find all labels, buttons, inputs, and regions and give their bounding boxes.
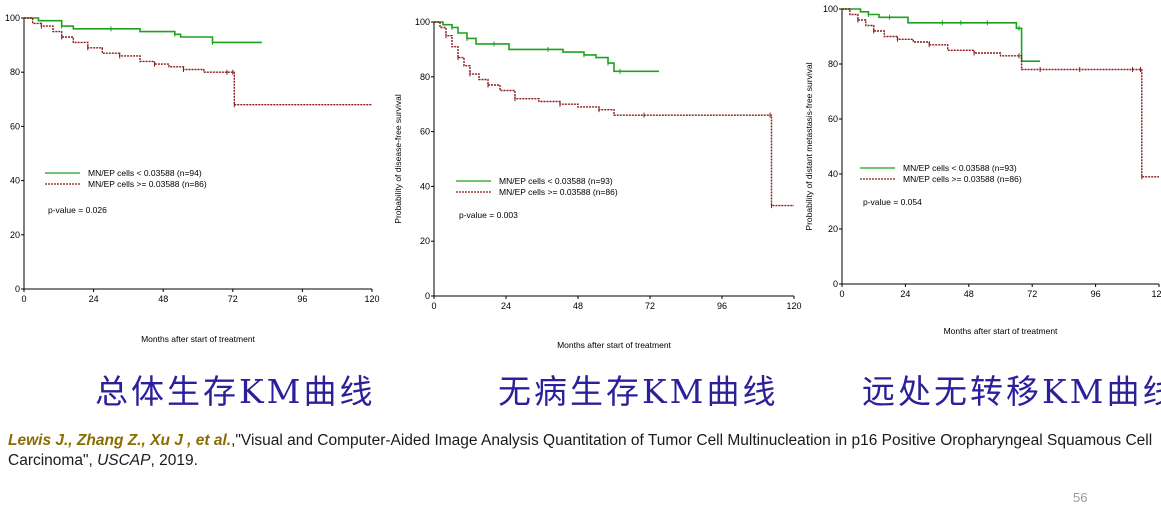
x-tick-label: 72 (228, 294, 238, 304)
x-tick-label: 24 (900, 289, 910, 299)
y-tick-label: 0 (833, 279, 838, 289)
km-panel-disease-free: 0 20 40 60 80 100 0 24 48 72 96 120 Months after sta… (390, 0, 802, 360)
p-value-label: p-value = 0.003 (459, 210, 518, 220)
x-tick-label: 48 (158, 294, 168, 304)
km-chart-distant-metastasis-free-survival: 0 20 40 60 80 100 0 24 48 72 96 120 Months after sta… (804, 4, 1161, 336)
km-panel-overall: 0 20 40 60 80 100 0 24 48 72 96 120 Months after sta… (0, 0, 390, 360)
p-value-label: p-value = 0.026 (48, 205, 107, 215)
y-tick-label: 20 (10, 230, 20, 240)
series-line-low-mnep (434, 21, 659, 73)
x-tick-label: 0 (431, 301, 436, 311)
series-line-low-mnep (842, 8, 1041, 62)
caption-metastasis-free-survival: 远处无转移KM曲线 (862, 372, 1161, 411)
x-tick-label: 120 (786, 301, 801, 311)
legend-label: MN/EP cells < 0.03588 (n=94) (88, 168, 202, 178)
y-tick-label: 20 (828, 224, 838, 234)
x-tick-label: 0 (21, 294, 26, 304)
y-tick-label: 40 (420, 181, 430, 191)
y-tick-label: 0 (15, 284, 20, 294)
x-axis-label: Months after start of treatment (944, 326, 1058, 336)
legend-label: MN/EP cells >= 0.03588 (n=86) (88, 179, 207, 189)
x-tick-label: 72 (645, 301, 655, 311)
legend-label: MN/EP cells >= 0.03588 (n=86) (903, 174, 1022, 184)
x-tick-label: 96 (717, 301, 727, 311)
y-tick-label: 0 (425, 291, 430, 301)
x-tick-label: 96 (297, 294, 307, 304)
y-tick-label: 80 (828, 59, 838, 69)
y-tick-label: 100 (5, 13, 20, 23)
y-tick-label: 60 (828, 114, 838, 124)
y-tick-label: 60 (420, 127, 430, 137)
legend-label: MN/EP cells < 0.03588 (n=93) (903, 163, 1017, 173)
x-tick-label: 48 (964, 289, 974, 299)
x-tick-label: 120 (1151, 289, 1161, 299)
p-value-label: p-value = 0.054 (863, 197, 922, 207)
caption-overall-survival: 总体生存KM曲线 (95, 372, 376, 411)
x-axis-label: Months after start of treatment (557, 340, 671, 350)
km-chart-overall-survival: 0 20 40 60 80 100 0 24 48 72 96 120 Months after sta… (5, 13, 380, 344)
legend-label: MN/EP cells < 0.03588 (n=93) (499, 176, 613, 186)
x-tick-label: 96 (1091, 289, 1101, 299)
legend-label: MN/EP cells >= 0.03588 (n=86) (499, 187, 618, 197)
y-tick-label: 100 (415, 17, 430, 27)
y-tick-label: 20 (420, 236, 430, 246)
y-axis-label: Probability of disease-free survival (393, 94, 403, 224)
x-tick-label: 72 (1027, 289, 1037, 299)
series-line-high-mnep (24, 17, 372, 106)
x-tick-label: 48 (573, 301, 583, 311)
series-line-high-mnep (842, 8, 1159, 178)
page-number: 56 (1073, 490, 1088, 505)
citation-year: , 2019. (150, 452, 198, 469)
x-axis-label: Months after start of treatment (141, 334, 255, 344)
y-tick-label: 60 (10, 121, 20, 131)
y-tick-label: 100 (823, 4, 838, 14)
caption-disease-free-survival: 无病生存KM曲线 (498, 372, 779, 411)
km-panel-metastasis-free: 0 20 40 60 80 100 0 24 48 72 96 120 Months after sta… (800, 0, 1161, 360)
series-line-high-mnep (434, 21, 794, 207)
series-line-low-mnep (24, 17, 262, 44)
y-axis-label: Probability of distant metastasis-free s… (804, 62, 814, 230)
y-tick-label: 80 (10, 67, 20, 77)
y-tick-label: 40 (828, 169, 838, 179)
citation-title: ,"Visual and Computer-Aided Image Analys… (8, 432, 1153, 469)
citation-journal: USCAP (97, 452, 151, 469)
y-tick-label: 80 (420, 72, 430, 82)
citation: Lewis J., Zhang Z., Xu J , et al.,"Visua… (8, 431, 1158, 471)
km-chart-disease-free-survival: 0 20 40 60 80 100 0 24 48 72 96 120 Months after sta… (393, 17, 802, 350)
x-tick-label: 24 (89, 294, 99, 304)
x-tick-label: 24 (501, 301, 511, 311)
x-tick-label: 120 (364, 294, 379, 304)
citation-authors: Lewis J., Zhang Z., Xu J , et al. (8, 432, 232, 449)
y-tick-label: 40 (10, 176, 20, 186)
x-tick-label: 0 (839, 289, 844, 299)
